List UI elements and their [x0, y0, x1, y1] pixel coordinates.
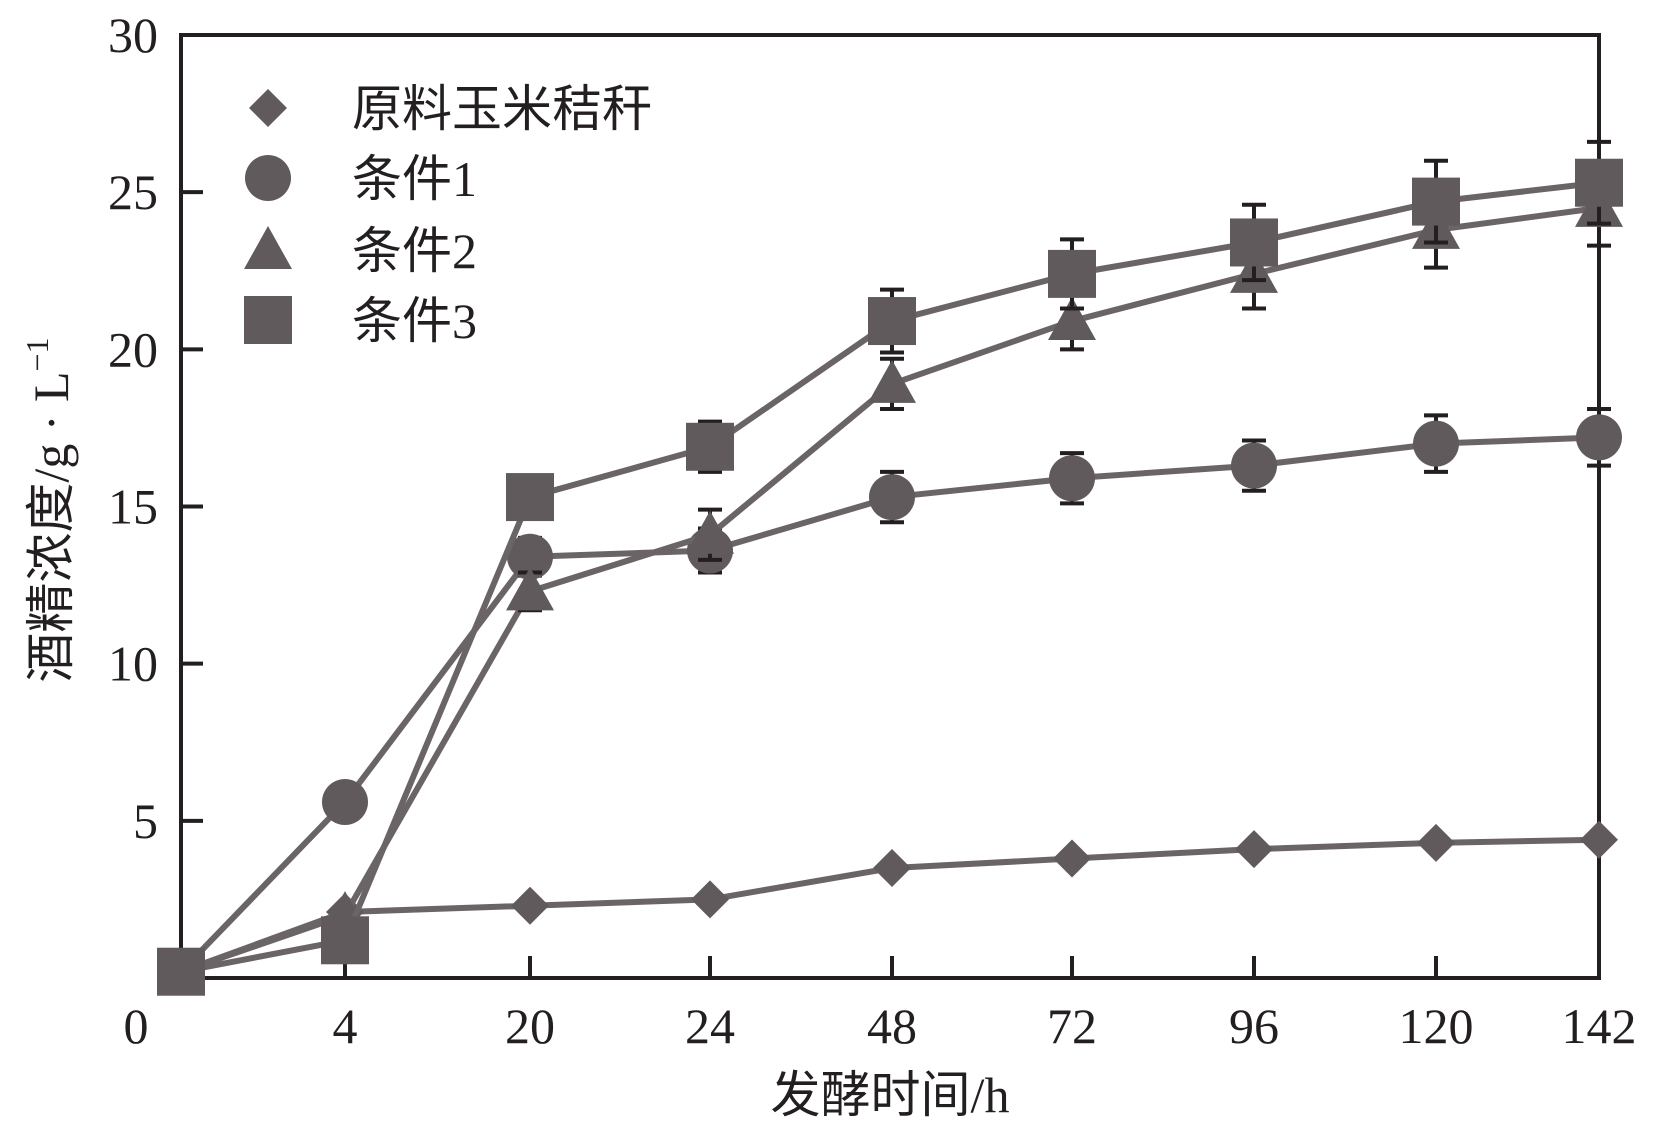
- legend-label: 条件2: [352, 223, 477, 279]
- y-axis-title-exponent: −1: [19, 337, 55, 371]
- legend-marker: [249, 89, 287, 127]
- data-point: [1580, 820, 1618, 859]
- data-point: [873, 848, 911, 887]
- series-layer: [157, 139, 1623, 996]
- data-point: [869, 474, 915, 521]
- legend-marker: [244, 296, 292, 344]
- y-tick-label: 5: [133, 793, 158, 849]
- legend-marker: [244, 226, 292, 269]
- data-point: [1049, 455, 1095, 502]
- data-point: [1048, 297, 1096, 341]
- legend-item: 条件2: [244, 223, 477, 279]
- data-point: [868, 359, 916, 403]
- x-tick-label: 24: [685, 998, 735, 1054]
- data-point: [1048, 249, 1096, 298]
- x-tick-label: 4: [333, 998, 358, 1054]
- x-axis-title: 发酵时间/h: [771, 1067, 1010, 1123]
- data-point: [691, 880, 729, 919]
- tick-labels: 4 20 24 48 72 96 120 142 5 10 15 20 25 30: [108, 7, 1637, 1054]
- data-point: [322, 778, 368, 825]
- x-tick-label: 120: [1399, 998, 1474, 1054]
- legend-label: 原料玉米秸秆: [352, 81, 652, 137]
- x-tick-label: 20: [505, 998, 555, 1054]
- data-point: [686, 510, 734, 554]
- legend-item: 原料玉米秸秆: [249, 81, 652, 137]
- data-point: [686, 422, 734, 471]
- data-point: [1575, 158, 1623, 207]
- data-point: [507, 533, 553, 580]
- data-point: [511, 886, 549, 925]
- data-point: [321, 916, 369, 965]
- series-4: [157, 139, 1623, 996]
- data-point: [1230, 218, 1278, 267]
- y-axis-title-main: 酒精浓度/g · L: [23, 371, 79, 682]
- data-point: [1417, 823, 1455, 862]
- legend-item: 条件1: [245, 151, 477, 207]
- data-point: [1231, 442, 1277, 489]
- y-tick-label: 10: [108, 636, 158, 692]
- legend-label: 条件3: [352, 293, 477, 349]
- x-tick-label: 142: [1562, 998, 1637, 1054]
- data-point: [506, 567, 554, 611]
- x-tick-label: 48: [867, 998, 917, 1054]
- y-tick-label: 25: [108, 164, 158, 220]
- y-axis-title: 酒精浓度/g · L−1: [19, 337, 79, 682]
- legend-marker: [245, 155, 291, 201]
- data-point: [1576, 414, 1622, 461]
- legend-label: 条件1: [352, 151, 477, 207]
- y-tick-label: 20: [108, 321, 158, 377]
- data-point: [506, 473, 554, 522]
- data-point: [1235, 830, 1273, 869]
- legend-item: 条件3: [244, 293, 477, 349]
- x-tick-label: 96: [1229, 998, 1279, 1054]
- y-tick-label: 15: [108, 479, 158, 535]
- y-tick-label: 30: [108, 7, 158, 63]
- data-point: [1412, 177, 1460, 226]
- data-point: [1053, 839, 1091, 878]
- series-2: [158, 407, 1622, 995]
- data-point: [868, 297, 916, 346]
- data-point: [157, 947, 205, 996]
- data-point: [1413, 420, 1459, 467]
- origin-label: 0: [124, 998, 149, 1054]
- tick-marks: [181, 33, 1601, 978]
- x-tick-label: 72: [1047, 998, 1097, 1054]
